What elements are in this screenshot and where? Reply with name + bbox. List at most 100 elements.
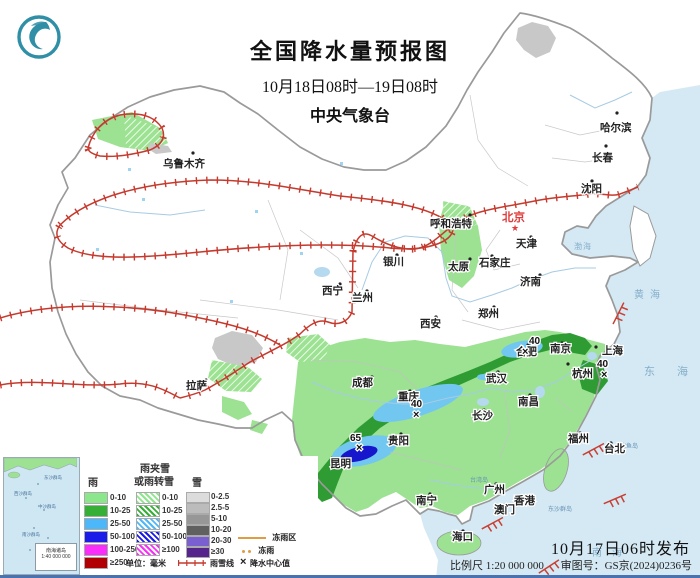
city-label: 南京	[550, 342, 571, 355]
rain-area-10-25	[578, 360, 608, 395]
legend-label: 0-10	[110, 493, 127, 502]
rain-snow-line	[179, 249, 354, 399]
legend-swatch-snow	[186, 514, 210, 525]
island-label: 钓鱼岛	[620, 442, 638, 450]
city-dot	[370, 375, 374, 379]
city-dot	[461, 529, 465, 533]
legend-unit: 单位：毫米	[126, 559, 166, 568]
city-dot	[538, 273, 542, 277]
sea-label: 东海	[644, 364, 700, 378]
inset-scale: 1:40 000 000	[41, 554, 71, 560]
precip-center-value: 40	[597, 359, 609, 370]
city-dot	[604, 144, 608, 148]
city-dot	[204, 378, 208, 382]
bottom-border-bar	[0, 575, 700, 578]
city-dot	[434, 315, 438, 319]
city-dot	[191, 151, 195, 155]
province-border	[199, 299, 339, 321]
city-dot	[428, 492, 432, 496]
freezing-dot-icon	[242, 550, 245, 553]
legend-swatch-rain	[84, 505, 108, 517]
sleet-area	[286, 334, 330, 362]
rain-snow-line	[0, 305, 281, 346]
province-border	[451, 231, 469, 313]
legend-swatch-sleet	[136, 544, 160, 556]
city-dot	[526, 343, 530, 347]
rain-speck	[340, 162, 343, 165]
legend-label: 5-10	[211, 514, 228, 523]
rain-snow-line	[352, 186, 639, 253]
rain-area-0-10	[222, 396, 252, 420]
sea-label: 黄海	[634, 288, 666, 301]
legend-label: 10-25	[162, 506, 183, 515]
city-label: 郑州	[478, 307, 499, 320]
river	[94, 204, 206, 216]
precip-center-value: 40	[529, 336, 541, 347]
city-label: 西宁	[322, 284, 343, 297]
city-dot	[529, 235, 533, 239]
city-label: 杭州	[572, 367, 593, 380]
map-credits: 比例尺 1:20 000 000 审图号：GS京(2024)0236号	[450, 557, 692, 573]
river	[429, 479, 498, 491]
rain-snow-line-icon	[178, 560, 206, 566]
legend-label: 0-2.5	[211, 492, 230, 501]
precip-center-x-icon: ×	[413, 409, 419, 421]
city-label: 武汉	[486, 372, 507, 385]
city-dot	[492, 305, 496, 309]
city-dot	[578, 431, 582, 435]
legend-swatch-rain	[84, 518, 108, 530]
city-dot	[594, 345, 598, 349]
legend-swatch-snow	[186, 536, 210, 547]
legend-swatch-snow	[186, 503, 210, 514]
city-label: 澳门	[494, 503, 515, 516]
gale-barb-icon	[612, 302, 629, 325]
legend-header-sleet2: 或雨转雪	[134, 477, 174, 488]
sleet-area	[208, 360, 262, 392]
gale-barb-icon	[582, 442, 605, 458]
legend-label: 50-100	[162, 532, 187, 541]
legend-swatch-sleet	[136, 531, 160, 543]
city-label: 兰州	[352, 291, 373, 304]
legend-label: 20-30	[211, 536, 232, 545]
freezing-line-icon	[238, 536, 266, 539]
legend-swatch-snow	[186, 547, 210, 558]
legend-swatch-sleet	[136, 492, 160, 504]
river	[311, 349, 611, 405]
sleet-area	[124, 115, 168, 151]
gale-barb-icon	[481, 516, 504, 532]
city-dot	[528, 393, 532, 397]
province-border	[267, 199, 289, 301]
sea-area	[420, 85, 700, 578]
rain-area-25-50	[501, 340, 543, 358]
city-dot	[408, 389, 412, 393]
snow-area	[212, 331, 263, 367]
legend-label: 0-10	[162, 493, 179, 502]
snow-area	[516, 22, 556, 58]
city-dot	[590, 179, 594, 183]
island-label: 台湾岛	[470, 476, 488, 484]
rain-area-25-50	[477, 374, 489, 380]
city-label: 广州	[484, 483, 505, 496]
city-label: 沈阳	[581, 182, 602, 195]
legend-header-sleet: 雨夹雪	[140, 464, 170, 475]
legend-header-rain: 雨	[88, 478, 98, 489]
legend-label: ≥100	[162, 545, 180, 554]
precip-center-value: 65	[350, 433, 362, 444]
legend-precip-center-label: 降水中心值	[250, 559, 290, 568]
city-dot	[482, 408, 486, 412]
inset-island-label: 南沙群岛	[22, 532, 40, 537]
city-dot	[496, 370, 500, 374]
precip-center-x-icon: ×	[356, 442, 362, 454]
city-dot	[468, 257, 472, 261]
rain-area-0-10	[250, 420, 268, 434]
inset-island-label: 东沙群岛	[44, 475, 62, 480]
city-label: 乌鲁木齐	[163, 157, 205, 170]
province-border	[79, 299, 239, 319]
legend-label: ≥250	[110, 558, 128, 567]
province-border	[469, 94, 529, 187]
city-label: 济南	[520, 275, 541, 288]
legend-swatch-sleet	[136, 518, 160, 530]
city-label: 西安	[420, 317, 441, 330]
